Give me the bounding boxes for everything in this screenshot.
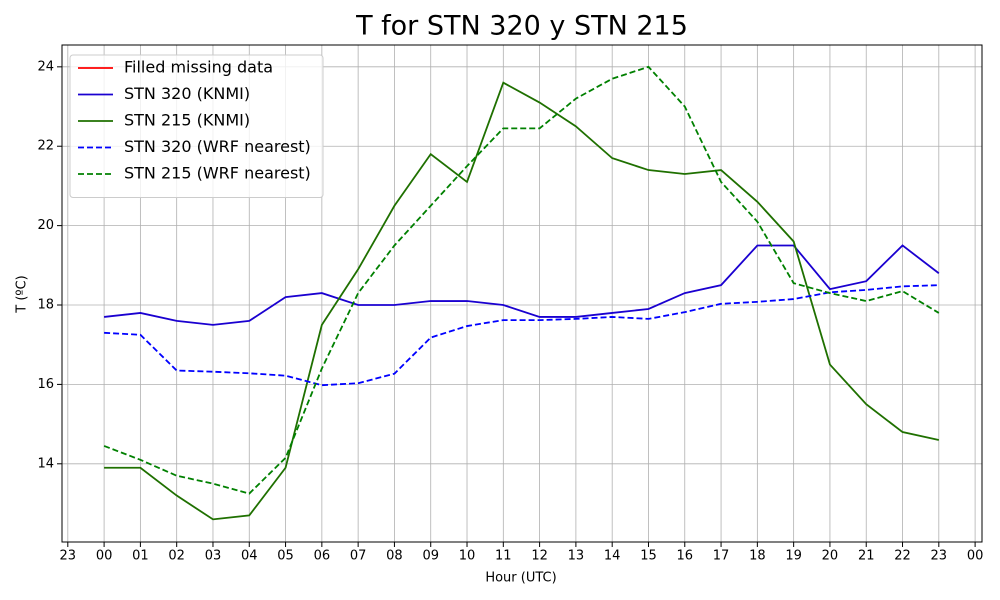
series-line (104, 284, 939, 387)
legend-box (69, 54, 324, 198)
y-tick-label: 22 (37, 139, 54, 154)
y-axis-label: T (ºC) (15, 275, 30, 313)
x-tick-label: 05 (277, 549, 294, 564)
x-tick-label: 18 (749, 549, 766, 564)
legend-label: Filled missing data (124, 58, 273, 77)
x-tick-label: 11 (495, 549, 512, 564)
x-tick-label: 13 (568, 549, 585, 564)
x-tick-label: 03 (205, 549, 222, 564)
x-tick-label: 17 (713, 549, 730, 564)
chart-title: T for STN 320 y STN 215 (355, 11, 688, 42)
x-axis-label: Hour (UTC) (485, 571, 556, 586)
x-tick-label: 23 (931, 549, 948, 564)
series-line (103, 65, 940, 495)
y-tick-label: 14 (37, 456, 54, 471)
x-tick-label: 00 (967, 549, 984, 564)
legend-label: STN 320 (WRF nearest) (124, 137, 311, 156)
plot-frame (61, 44, 983, 543)
x-tick-label: 19 (785, 549, 802, 564)
x-tick-label: 07 (350, 549, 367, 564)
x-tick-label: 21 (858, 549, 875, 564)
legend-label: STN 320 (KNMI) (124, 84, 250, 103)
x-tick-label: 06 (314, 549, 331, 564)
x-tick-label: 15 (640, 549, 657, 564)
y-tick-label: 20 (37, 218, 54, 233)
x-tick-label: 08 (386, 549, 403, 564)
x-tick-label: 10 (459, 549, 476, 564)
x-tick-label: 22 (894, 549, 911, 564)
legend-label: STN 215 (WRF nearest) (124, 164, 311, 183)
x-tick-label: 23 (60, 549, 77, 564)
series-line (104, 81, 940, 521)
series-line (104, 244, 940, 326)
x-tick-label: 01 (132, 549, 149, 564)
y-tick-label: 16 (37, 377, 54, 392)
x-tick-label: 12 (531, 549, 548, 564)
x-tick-label: 20 (822, 549, 839, 564)
x-tick-label: 16 (676, 549, 693, 564)
y-tick-label: 18 (37, 298, 54, 313)
y-tick-label: 24 (37, 59, 54, 74)
x-tick-label: 02 (168, 549, 185, 564)
x-tick-label: 09 (422, 549, 439, 564)
legend-label: STN 215 (KNMI) (124, 111, 250, 130)
x-tick-label: 00 (96, 549, 113, 564)
x-tick-label: 14 (604, 549, 621, 564)
x-tick-label: 04 (241, 549, 258, 564)
